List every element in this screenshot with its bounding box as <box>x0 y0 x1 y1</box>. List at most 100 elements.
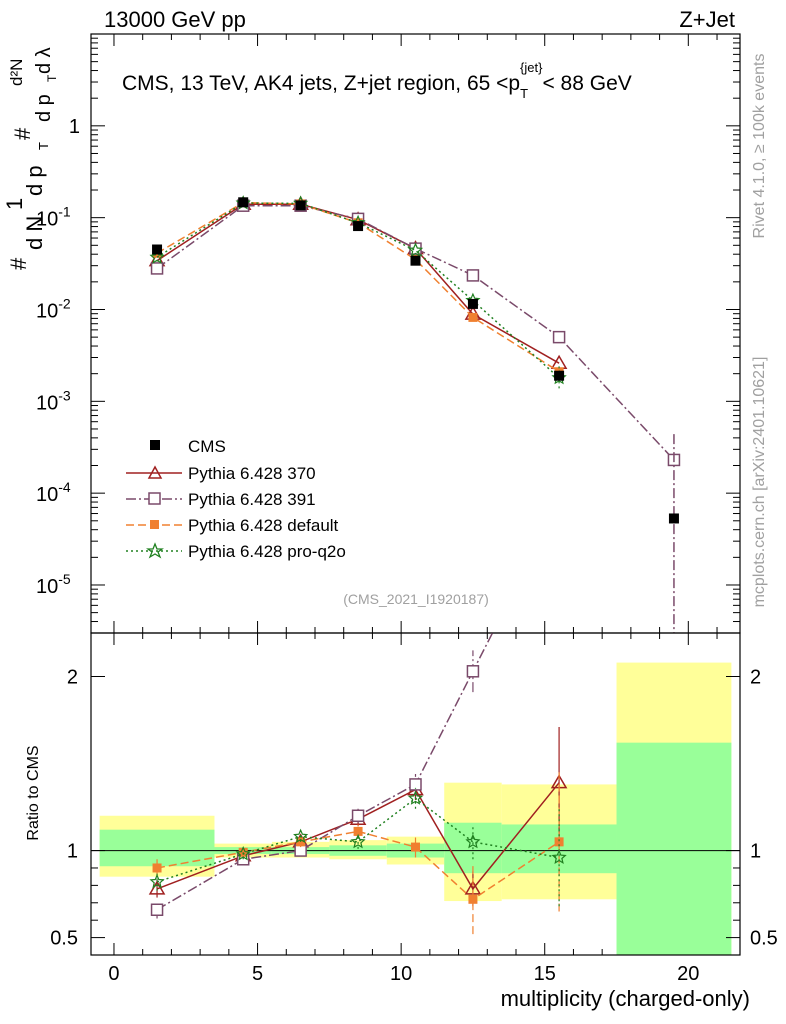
x-axis-label: multiplicity (charged-only) <box>501 986 750 1011</box>
ylabel-dlam: d λ <box>33 47 55 74</box>
y-tick-base: 10 <box>36 392 58 414</box>
y-tick-label: 10-1 <box>36 204 71 231</box>
ratio-tick-label-left: 0.5 <box>50 928 78 950</box>
ratio-point-3 <box>350 833 366 849</box>
y-tick-label: 10-3 <box>36 387 71 414</box>
y-tick-base: 10 <box>36 300 58 322</box>
legend-marker-391 <box>148 492 161 505</box>
data-point <box>668 513 679 524</box>
legend-entry-391: Pythia 6.428 391 <box>126 490 316 509</box>
plot-title: CMS, 13 TeV, AK4 jets, Z+jet region, 65 … <box>122 60 632 101</box>
y-tick-exp: -2 <box>58 295 71 311</box>
legend-entry-cms: CMS <box>150 437 226 456</box>
ylabel-d2N: d²N <box>7 59 26 86</box>
data-point <box>353 221 364 232</box>
ratio-plot-panel: 0 5 10 15 20 0.5 0.5 1 1 2 2 <box>50 271 778 985</box>
rivet-label: Rivet 4.1.0, ≥ 100k events <box>751 54 768 239</box>
y-tick-base: 10 <box>36 576 58 598</box>
legend-label-391: Pythia 6.428 391 <box>188 490 316 509</box>
x-tick-label: 20 <box>677 963 699 985</box>
ylabel-T-2: T <box>45 74 59 82</box>
ratio-point-2 <box>554 837 564 847</box>
y-tick-exp: -1 <box>58 204 71 220</box>
ratio-tick-label-left: 2 <box>67 667 78 689</box>
y-tick-label: 10-2 <box>36 295 71 322</box>
series-point-3 <box>149 249 165 264</box>
mcplots-label: mcplots.cern.ch [arXiv:2401.10621] <box>751 357 768 608</box>
ratio-point-3 <box>293 828 309 844</box>
ratio-point-2 <box>353 826 363 836</box>
y-tick-label: 1 <box>69 116 80 138</box>
legend-entry-default: Pythia 6.428 default <box>126 516 339 535</box>
data-point <box>152 244 163 255</box>
ylabel-hash-2: # <box>10 127 35 140</box>
ratio-point-1 <box>409 778 422 791</box>
ratio-point-3 <box>149 873 165 889</box>
ratio-series-group <box>148 271 679 935</box>
series-point-2 <box>468 312 478 322</box>
ylabel-dpt-2: d p <box>33 94 55 122</box>
ratio-point-2 <box>411 842 420 852</box>
x-tick-label: 0 <box>108 963 119 985</box>
ratio-point-1 <box>466 665 480 678</box>
data-point <box>467 298 478 309</box>
ratio-point-1 <box>554 497 565 508</box>
ratio-tick-label-right: 0.5 <box>750 928 778 950</box>
ylabel-dN: d N <box>22 216 47 250</box>
y-axis-label: # d N 1 d p T # d²N d p T d λ <box>2 47 59 270</box>
y-tick-base: 10 <box>36 209 58 231</box>
legend-entry-370: Pythia 6.428 370 <box>126 464 316 483</box>
ratio-tick-label-left: 1 <box>67 841 78 863</box>
series-point-1 <box>150 262 164 275</box>
x-tick-label: 5 <box>252 963 263 985</box>
y-tick-exp: -4 <box>58 479 71 495</box>
legend-marker-pro-q2o <box>146 542 164 559</box>
ratio-tick-label-right: 1 <box>750 841 761 863</box>
header-process: 13000 GeV pp <box>104 7 246 32</box>
legend-marker-default <box>150 520 159 529</box>
ratio-point-2 <box>468 894 478 904</box>
y-tick-exp: -3 <box>58 387 71 403</box>
data-point <box>554 370 565 381</box>
ratio-tick-label-right: 2 <box>750 667 761 689</box>
ratio-point-3 <box>235 846 251 861</box>
ratio-point-3 <box>407 790 424 805</box>
ratio-ylabel: Ratio to CMS <box>25 745 42 840</box>
legend-label-default: Pythia 6.428 default <box>188 516 339 535</box>
series-point-1 <box>552 330 566 344</box>
legend-entry-pro-q2o: Pythia 6.428 pro-q2o <box>126 542 346 561</box>
ratio-point-3 <box>465 833 481 849</box>
data-point <box>238 197 249 208</box>
main-plot-panel: 110-110-210-310-410-5 <box>36 33 741 955</box>
ylabel-one: 1 <box>2 198 27 210</box>
ratio-point-3 <box>551 849 567 865</box>
data-point <box>295 200 306 211</box>
legend-marker-cms <box>150 440 160 450</box>
ylabel-hash-1: # <box>6 257 31 270</box>
series-point-1 <box>466 269 480 282</box>
y-tick-base: 10 <box>36 484 58 506</box>
legend-label-pro-q2o: Pythia 6.428 pro-q2o <box>188 542 346 561</box>
legend: CMS Pythia 6.428 370 Pythia 6.428 391 Py… <box>126 437 346 561</box>
series-line-1 <box>156 204 675 461</box>
ratio-point-1 <box>150 903 164 916</box>
ratio-point-0 <box>148 880 166 895</box>
ylabel-T-1: T <box>36 142 51 150</box>
legend-marker-370 <box>147 465 163 479</box>
y-tick-label: 10-5 <box>36 571 71 598</box>
legend-label-cms: CMS <box>188 437 226 456</box>
ratio-point-1 <box>351 809 365 823</box>
x-tick-label: 10 <box>390 963 412 985</box>
ratio-point-2 <box>152 863 162 873</box>
analysis-id: (CMS_2021_I1920187) <box>343 591 489 607</box>
ratio-band-inner-7 <box>616 742 732 955</box>
ylabel-dpt-1: d p <box>22 165 47 196</box>
y-tick-label: 10-4 <box>36 479 71 506</box>
ratio-frame <box>90 632 741 956</box>
series-point-3 <box>407 242 424 257</box>
legend-label-370: Pythia 6.428 370 <box>188 464 316 483</box>
ratio-line-1 <box>156 633 494 911</box>
ratio-point-1 <box>668 271 679 282</box>
y-tick-exp: -5 <box>58 571 71 587</box>
